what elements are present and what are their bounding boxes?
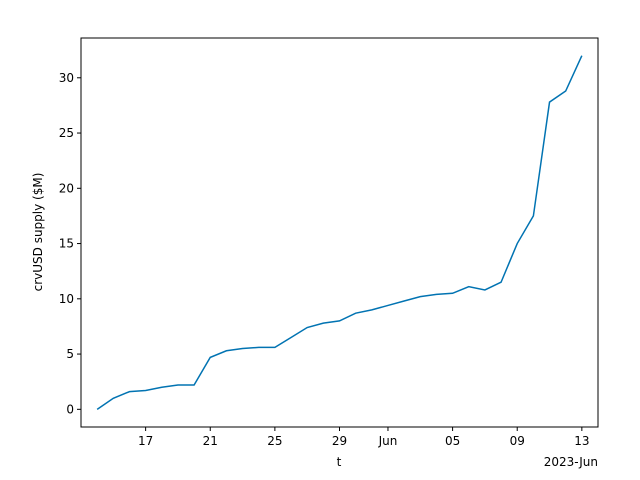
x-tick-label: 29 (332, 434, 347, 448)
line (96, 55, 583, 410)
y-tick-label: 15 (59, 237, 74, 251)
y-tick-label: 10 (59, 292, 74, 306)
x-tick-label: 13 (574, 434, 589, 448)
y-axis-label: crvUSD supply ($M) (31, 173, 45, 292)
x-tick-label: 17 (138, 434, 153, 448)
plot-frame (80, 37, 599, 428)
x-tick-label: 25 (267, 434, 282, 448)
x-offset-label: 2023-Jun (544, 455, 598, 469)
y-tick-label: 5 (66, 347, 74, 361)
y-tick-label: 0 (66, 402, 74, 416)
y-tick-label: 25 (59, 126, 74, 140)
y-tick-label: 30 (59, 71, 74, 85)
y-tick-label: 20 (59, 181, 74, 195)
x-tick-label: 21 (203, 434, 218, 448)
x-tick-label: Jun (378, 434, 398, 448)
x-tick-label: 09 (510, 434, 525, 448)
x-tick-label: 05 (445, 434, 460, 448)
x-axis-label: t (337, 455, 342, 469)
